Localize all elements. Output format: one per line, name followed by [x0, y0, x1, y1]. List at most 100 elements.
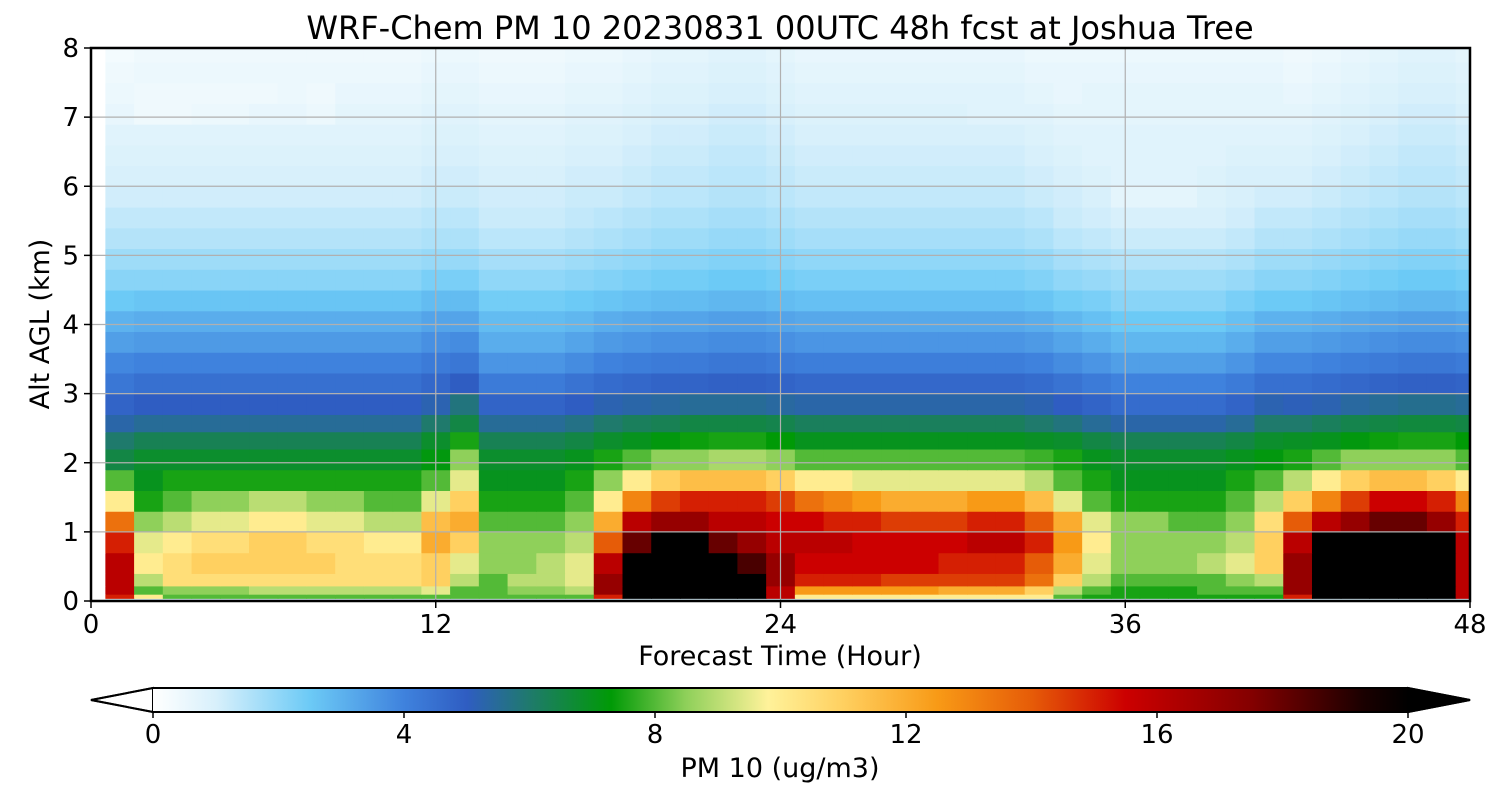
heatmap-cell [1369, 310, 1399, 333]
heatmap-cell [593, 594, 624, 599]
heatmap-cell [1197, 552, 1227, 574]
heatmap-cell [737, 531, 767, 554]
heatmap-cell [91, 289, 106, 312]
heatmap-cell [1168, 448, 1198, 471]
heatmap-cell [1082, 598, 1112, 601]
heatmap-cell [105, 61, 135, 84]
heatmap-cell [1398, 206, 1428, 229]
heatmap-cell [507, 269, 537, 291]
heatmap-cell [737, 82, 767, 104]
heatmap-cell [1168, 414, 1198, 433]
heatmap-cell [737, 393, 767, 415]
heatmap-cell [1024, 552, 1055, 574]
heatmap-cell [1168, 48, 1198, 63]
heatmap-cell [995, 585, 1026, 595]
heatmap-cell [450, 165, 480, 187]
heatmap-cell [536, 552, 566, 574]
heatmap-cell [1283, 573, 1313, 587]
heatmap-cell [593, 103, 624, 125]
heatmap-cell [1024, 531, 1055, 554]
heatmap-cell [1369, 186, 1399, 208]
heatmap-cell [967, 82, 997, 104]
heatmap-cell [737, 585, 767, 595]
heatmap-cell [622, 124, 652, 146]
heatmap-cell [1053, 448, 1083, 471]
heatmap-cell [220, 469, 250, 491]
heatmap-cell [1024, 206, 1055, 229]
heatmap-cell [1283, 594, 1313, 599]
heatmap-cell [536, 573, 566, 587]
heatmap-cell [1340, 310, 1371, 333]
heatmap-cell [478, 248, 509, 270]
heatmap-cell [1455, 372, 1470, 395]
heatmap-cell [1311, 227, 1342, 250]
heatmap-cell [1168, 511, 1198, 533]
heatmap-cell [1168, 393, 1198, 415]
heatmap-cell [162, 594, 193, 599]
heatmap-cell [306, 352, 336, 374]
heatmap-cell [938, 448, 968, 471]
heatmap-cell [938, 165, 968, 187]
heatmap-cell [277, 48, 308, 63]
heatmap-cell [679, 289, 710, 312]
heatmap-cell [679, 331, 710, 353]
heatmap-cell [478, 48, 509, 63]
heatmap-cell [1283, 103, 1313, 125]
heatmap-cell [363, 393, 394, 415]
heatmap-cell [651, 227, 681, 250]
heatmap-cell [909, 414, 940, 433]
heatmap-cell [363, 124, 394, 146]
heatmap-cell [881, 82, 911, 104]
heatmap-cell [593, 331, 624, 353]
heatmap-cell [1455, 289, 1470, 312]
heatmap-cell [909, 124, 940, 146]
heatmap-cell [507, 186, 537, 208]
heatmap-cell [162, 124, 193, 146]
heatmap-cell [909, 594, 940, 599]
heatmap-cell [507, 165, 537, 187]
heatmap-cell [1053, 393, 1083, 415]
heatmap-cell [507, 594, 537, 599]
heatmap-cell [536, 594, 566, 599]
heatmap-cell [1398, 289, 1428, 312]
heatmap-cell [134, 48, 164, 63]
heatmap-cell [91, 573, 106, 587]
heatmap-cell [91, 206, 106, 229]
heatmap-cell [1283, 206, 1313, 229]
heatmap-cell [1053, 227, 1083, 250]
heatmap-cell [277, 82, 308, 104]
heatmap-cell [536, 124, 566, 146]
heatmap-cell [507, 573, 537, 587]
heatmap-cell [679, 186, 710, 208]
heatmap-cell [392, 165, 422, 187]
heatmap-cell [1426, 352, 1457, 374]
heatmap-cell [162, 448, 193, 471]
heatmap-cell [622, 414, 652, 433]
heatmap-cell [1082, 48, 1112, 63]
heatmap-cell [1197, 165, 1227, 187]
heatmap-cell [881, 573, 911, 587]
heatmap-cell [938, 269, 968, 291]
heatmap-cell [1455, 594, 1470, 599]
heatmap-cell [1426, 165, 1457, 187]
heatmap-cell [134, 289, 164, 312]
heatmap-cell [1168, 598, 1198, 601]
heatmap-cell [1283, 598, 1313, 601]
heatmap-cell [1139, 165, 1169, 187]
heatmap-cell [162, 414, 193, 433]
heatmap-cell [1082, 144, 1112, 167]
heatmap-cell [1053, 269, 1083, 291]
heatmap-cell [191, 490, 221, 512]
heatmap-cell [794, 103, 825, 125]
heatmap-cell [651, 269, 681, 291]
heatmap-cell [1082, 248, 1112, 270]
heatmap-cell [1311, 289, 1342, 312]
heatmap-cell [450, 289, 480, 312]
heatmap-cell [651, 289, 681, 312]
heatmap-cell [1024, 289, 1055, 312]
heatmap-cell [1254, 124, 1284, 146]
heatmap-cell [277, 310, 308, 333]
heatmap-cell [1139, 490, 1169, 512]
colorbar: 0 4 8 12 16 20 PM 10 (ug/m3) [90, 686, 1471, 784]
heatmap-cell [679, 227, 710, 250]
